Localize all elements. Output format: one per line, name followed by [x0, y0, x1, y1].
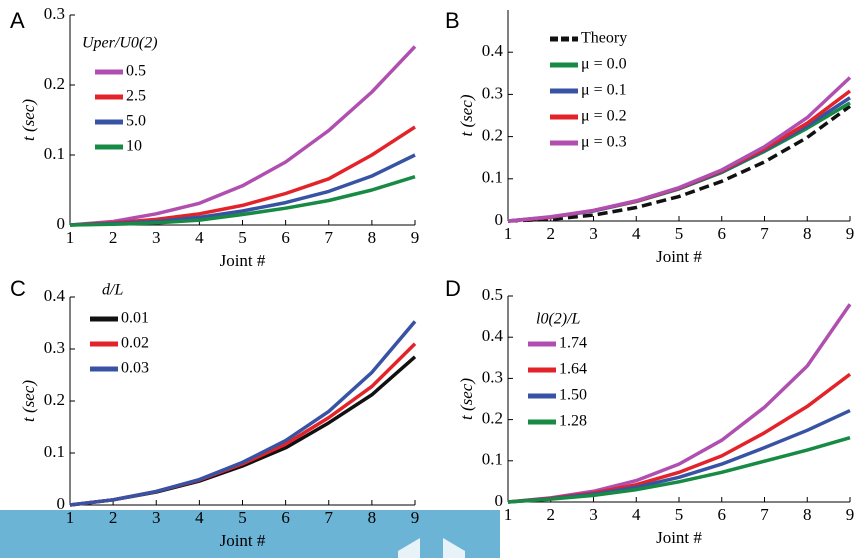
legend-label: μ = 0.0: [581, 56, 627, 73]
y-axis-label: t (sec): [19, 380, 38, 422]
x-tick-label: 8: [368, 228, 377, 247]
x-tick-label: 8: [368, 508, 377, 527]
x-tick-label: 3: [152, 508, 161, 527]
y-tick-label: 0.3: [44, 338, 65, 357]
x-tick-label: 7: [325, 508, 334, 527]
panel-label: B: [445, 8, 460, 33]
y-tick-label: 0.2: [44, 390, 65, 409]
y-tick-label: 0.2: [482, 126, 503, 145]
x-tick-label: 5: [238, 508, 247, 527]
y-tick-label: 0.5: [482, 285, 503, 304]
x-tick-label: 1: [66, 228, 75, 247]
y-tick-label: 0: [495, 210, 504, 229]
x-tick-label: 3: [589, 505, 598, 524]
x-tick-label: 5: [675, 224, 684, 243]
x-tick-label: 9: [411, 228, 420, 247]
x-tick-label: 5: [675, 505, 684, 524]
y-tick-label: 0.1: [482, 168, 503, 187]
x-tick-label: 2: [109, 228, 118, 247]
panel-label: C: [10, 276, 26, 301]
overlay-arrow: [398, 538, 420, 558]
overlay-arrow: [443, 538, 465, 558]
legend-label: 10: [126, 138, 142, 155]
x-tick-label: 6: [718, 224, 727, 243]
legend-title: l0(2)/L: [536, 311, 581, 328]
x-tick-label: 3: [152, 228, 161, 247]
y-axis-label: t (sec): [457, 378, 476, 420]
x-tick-label: 2: [109, 508, 118, 527]
x-axis-label: Joint #: [656, 528, 702, 547]
panel-label: A: [10, 8, 25, 33]
legend-label: μ = 0.1: [581, 82, 627, 99]
legend-label: 0.02: [121, 335, 149, 352]
legend-label: 1.74: [559, 335, 587, 352]
x-tick-label: 4: [632, 224, 641, 243]
y-tick-label: 0.3: [44, 4, 65, 23]
legend-label: μ = 0.3: [581, 134, 627, 151]
x-tick-label: 7: [760, 224, 769, 243]
series-line: [507, 76, 852, 223]
x-tick-label: 4: [195, 508, 204, 527]
x-axis-label: Joint #: [656, 247, 702, 266]
x-tick-label: 6: [718, 505, 727, 524]
x-tick-label: 1: [504, 224, 513, 243]
series-line: [507, 89, 852, 223]
legend-label: 2.5: [126, 88, 146, 105]
y-tick-label: 0.2: [44, 74, 65, 93]
y-tick-label: 0: [495, 491, 504, 510]
y-tick-label: 0: [57, 214, 66, 233]
x-tick-label: 1: [504, 505, 513, 524]
y-tick-label: 0.3: [482, 83, 503, 102]
legend-label: 1.28: [559, 413, 587, 430]
y-tick-label: 0.1: [482, 450, 503, 469]
legend-label: 0.01: [121, 310, 149, 327]
x-tick-label: 8: [803, 224, 812, 243]
panel-label: D: [445, 276, 461, 301]
x-tick-label: 9: [411, 508, 420, 527]
y-axis-label: t (sec): [457, 94, 476, 136]
y-tick-label: 0: [57, 494, 66, 513]
legend-label: 5.0: [126, 113, 146, 130]
legend-title: d/L: [102, 282, 123, 299]
x-tick-label: 6: [281, 508, 290, 527]
x-tick-label: 8: [803, 505, 812, 524]
x-axis-label: Joint #: [220, 531, 266, 550]
x-tick-label: 9: [846, 505, 855, 524]
x-tick-label: 5: [238, 228, 247, 247]
y-axis-label: t (sec): [19, 99, 38, 141]
x-tick-label: 2: [547, 505, 556, 524]
series-line: [507, 104, 852, 223]
x-tick-label: 7: [325, 228, 334, 247]
legend-label: μ = 0.2: [581, 108, 627, 125]
y-tick-label: 0.3: [482, 367, 503, 386]
x-tick-label: 4: [195, 228, 204, 247]
y-tick-label: 0.2: [482, 409, 503, 428]
legend-label: 1.64: [559, 361, 587, 378]
x-tick-label: 4: [632, 505, 641, 524]
legend-label: 0.5: [126, 63, 146, 80]
y-tick-label: 0.4: [482, 326, 504, 345]
x-tick-label: 1: [66, 508, 75, 527]
x-tick-label: 2: [547, 224, 556, 243]
x-tick-label: 6: [281, 228, 290, 247]
y-tick-label: 0.4: [44, 286, 66, 305]
y-tick-label: 0.1: [44, 442, 65, 461]
x-axis-label: Joint #: [220, 251, 266, 270]
series-line: [507, 101, 851, 223]
series-line: [69, 320, 417, 507]
series-line: [507, 436, 851, 504]
legend-label: 0.03: [121, 360, 149, 377]
y-tick-label: 0.4: [482, 41, 504, 60]
x-tick-label: 7: [760, 505, 769, 524]
y-tick-label: 0.1: [44, 144, 65, 163]
x-tick-label: 9: [846, 224, 855, 243]
series-line: [69, 45, 417, 227]
series-line: [69, 175, 416, 227]
legend-title: Uper/U0(2): [82, 35, 158, 52]
x-tick-label: 3: [589, 224, 598, 243]
legend-label: Theory: [581, 30, 627, 47]
legend-label: 1.50: [559, 387, 587, 404]
